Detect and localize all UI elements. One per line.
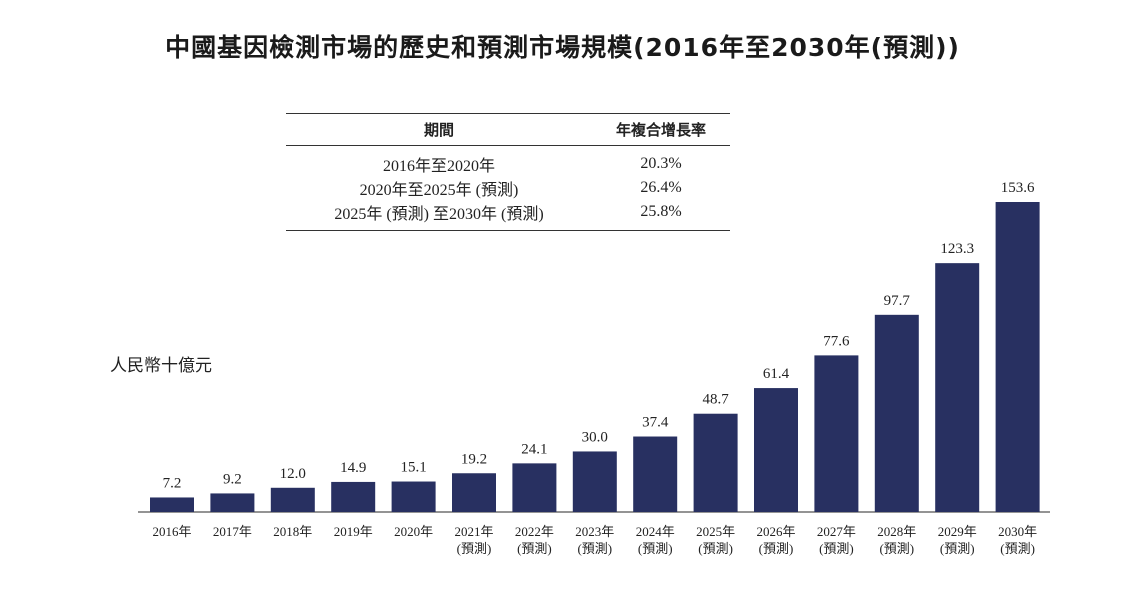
x-tick-label: 2022年 bbox=[515, 524, 554, 539]
x-tick-label: 2029年 bbox=[938, 524, 977, 539]
bar bbox=[452, 473, 496, 512]
x-tick-forecast-note: (預測) bbox=[759, 541, 794, 556]
x-tick-forecast-note: (預測) bbox=[1000, 541, 1035, 556]
bar-value-label: 77.6 bbox=[823, 333, 850, 349]
bar bbox=[693, 413, 738, 512]
bar bbox=[150, 497, 194, 512]
cagr-rate: 26.4% bbox=[640, 179, 682, 196]
bar-value-label: 24.1 bbox=[521, 441, 547, 457]
y-axis-unit-label: 人民幣十億元 bbox=[110, 356, 212, 375]
x-tick-label: 2026年 bbox=[756, 524, 795, 539]
chart-title: 中國基因檢測市場的歷史和預測市場規模(2016年至2030年(預測)) bbox=[165, 33, 960, 62]
bar bbox=[754, 388, 798, 512]
bar bbox=[210, 493, 255, 512]
bar-value-label: 7.2 bbox=[163, 475, 182, 491]
x-tick-label: 2016年 bbox=[152, 524, 191, 539]
bar bbox=[995, 202, 1040, 512]
x-tick-label: 2020年 bbox=[394, 524, 433, 539]
x-tick-forecast-note: (預測) bbox=[638, 541, 673, 556]
x-tick-label: 2030年 bbox=[998, 524, 1037, 539]
bar-value-label: 30.0 bbox=[582, 429, 608, 445]
bar-value-label: 97.7 bbox=[884, 293, 911, 309]
cagr-period: 2020年至2025年 (預測) bbox=[359, 182, 519, 199]
bar bbox=[331, 481, 376, 512]
x-tick-forecast-note: (預測) bbox=[879, 541, 914, 556]
cagr-table: 期間 年複合增長率 2016年至2020年 20.3% 2020年至2025年 … bbox=[286, 113, 730, 231]
x-tick-forecast-note: (預測) bbox=[457, 541, 492, 556]
x-tick-forecast-note: (預測) bbox=[698, 541, 733, 556]
cagr-row: 2016年至2020年 20.3% bbox=[286, 152, 730, 176]
x-tick-label: 2024年 bbox=[636, 524, 675, 539]
bar bbox=[814, 355, 859, 512]
x-tick-label: 2018年 bbox=[273, 524, 312, 539]
x-tick-forecast-note: (預測) bbox=[940, 541, 975, 556]
bar-value-label: 37.4 bbox=[642, 415, 669, 431]
cagr-rate: 25.8% bbox=[640, 203, 682, 220]
bar-value-label: 61.4 bbox=[763, 366, 790, 382]
bar-value-label: 15.1 bbox=[400, 460, 426, 476]
bar bbox=[874, 314, 919, 512]
bar bbox=[512, 463, 557, 512]
cagr-period: 2016年至2020年 bbox=[382, 158, 495, 175]
cagr-header-period: 期間 bbox=[423, 121, 454, 139]
bar bbox=[935, 263, 980, 512]
cagr-row: 2020年至2025年 (預測) 26.4% bbox=[286, 176, 730, 200]
cagr-row: 2025年 (預測) 至2030年 (預測) 25.8% bbox=[286, 200, 730, 224]
cagr-table-header: 期間 年複合增長率 bbox=[286, 114, 730, 146]
bar-value-label: 12.0 bbox=[280, 466, 306, 482]
cagr-rate: 20.3% bbox=[640, 155, 682, 172]
bar-value-label: 14.9 bbox=[340, 460, 366, 476]
x-tick-label: 2017年 bbox=[213, 524, 252, 539]
x-tick-forecast-note: (預測) bbox=[819, 541, 854, 556]
bar bbox=[270, 487, 315, 512]
cagr-period: 2025年 (預測) 至2030年 (預測) bbox=[334, 206, 544, 223]
x-tick-forecast-note: (預測) bbox=[517, 541, 552, 556]
x-tick-label: 2023年 bbox=[575, 524, 614, 539]
x-tick-label: 2021年 bbox=[454, 524, 493, 539]
x-tick-label: 2025年 bbox=[696, 524, 735, 539]
bar-value-label: 19.2 bbox=[461, 451, 487, 467]
bar-value-label: 48.7 bbox=[702, 392, 729, 408]
bar bbox=[633, 436, 678, 512]
x-tick-label: 2028年 bbox=[877, 524, 916, 539]
bar-value-label: 123.3 bbox=[940, 241, 974, 257]
bar bbox=[391, 481, 436, 512]
cagr-header-rate: 年複合增長率 bbox=[615, 121, 706, 139]
x-tick-label: 2019年 bbox=[334, 524, 373, 539]
bar-value-label: 9.2 bbox=[223, 471, 242, 487]
bar-value-label: 153.6 bbox=[1001, 180, 1035, 196]
x-tick-forecast-note: (預測) bbox=[577, 541, 612, 556]
x-tick-label: 2027年 bbox=[817, 524, 856, 539]
bar bbox=[572, 451, 617, 512]
